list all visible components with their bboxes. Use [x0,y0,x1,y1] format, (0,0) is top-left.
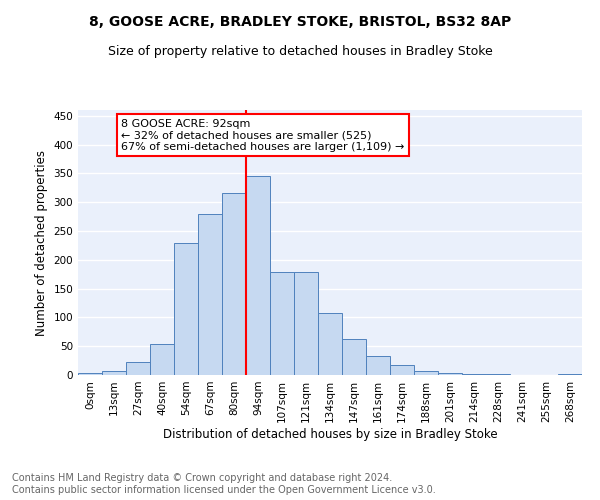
Bar [246,176,270,375]
Text: Size of property relative to detached houses in Bradley Stoke: Size of property relative to detached ho… [107,45,493,58]
Y-axis label: Number of detached properties: Number of detached properties [35,150,48,336]
Bar [462,374,486,375]
Bar [126,362,150,375]
Bar [198,214,222,375]
Bar [294,272,318,375]
Bar [222,193,246,375]
Bar [174,242,198,375]
Bar [414,371,438,375]
Bar [390,365,414,375]
Bar [102,371,126,375]
X-axis label: Distribution of detached houses by size in Bradley Stoke: Distribution of detached houses by size … [163,428,497,440]
Bar [342,338,366,375]
Text: Contains HM Land Registry data © Crown copyright and database right 2024.
Contai: Contains HM Land Registry data © Crown c… [12,474,436,495]
Bar [438,374,462,375]
Bar [78,374,102,375]
Bar [318,314,342,375]
Bar [486,374,510,375]
Bar [150,344,174,375]
Bar [558,374,582,375]
Bar [366,356,390,375]
Bar [270,272,294,375]
Text: 8, GOOSE ACRE, BRADLEY STOKE, BRISTOL, BS32 8AP: 8, GOOSE ACRE, BRADLEY STOKE, BRISTOL, B… [89,15,511,29]
Text: 8 GOOSE ACRE: 92sqm
← 32% of detached houses are smaller (525)
67% of semi-detac: 8 GOOSE ACRE: 92sqm ← 32% of detached ho… [121,118,404,152]
